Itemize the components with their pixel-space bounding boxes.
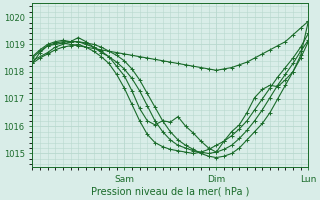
X-axis label: Pression niveau de la mer( hPa ): Pression niveau de la mer( hPa ) xyxy=(91,187,250,197)
